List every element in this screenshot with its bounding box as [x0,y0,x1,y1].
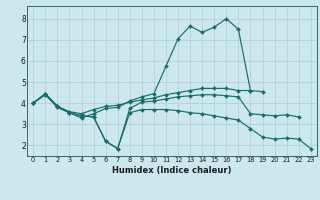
X-axis label: Humidex (Indice chaleur): Humidex (Indice chaleur) [112,166,232,175]
